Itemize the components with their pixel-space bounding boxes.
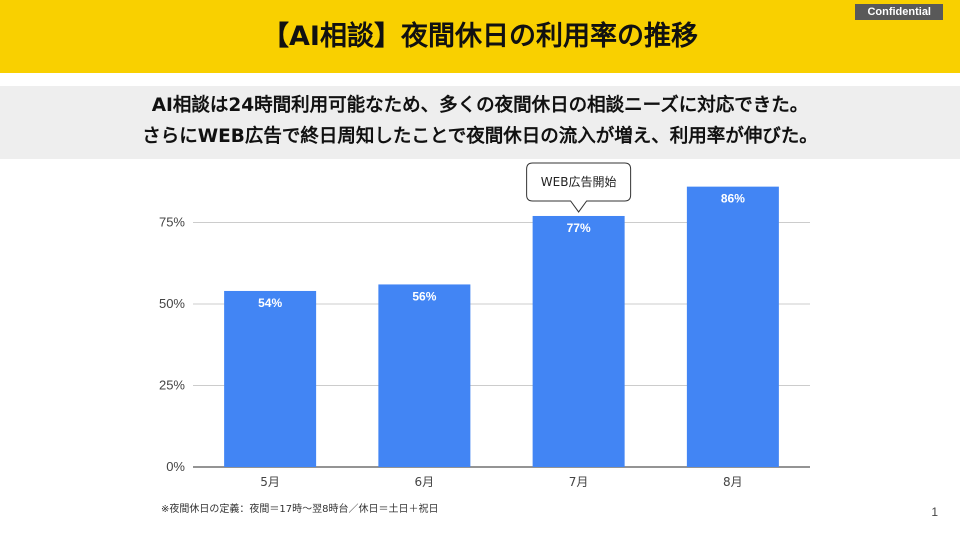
category-label: 5月 [260,475,280,489]
callout-bubble [526,162,632,213]
bar [378,284,471,467]
data-label: 86% [721,192,745,206]
y-tick-label: 25% [159,378,185,393]
data-label: 77% [567,221,591,235]
category-label: 6月 [415,475,435,489]
callout-label: WEB広告開始 [541,175,617,189]
page-number: 1 [931,505,938,519]
summary-band [0,86,960,159]
category-label: 8月 [723,475,743,489]
y-tick-label: 0% [166,459,185,474]
y-tick-label: 75% [159,215,185,230]
title-bar [0,0,960,73]
page-title: 【AI相談】夜間休日の利用率の推移 [262,21,698,52]
footnote: ※夜間休日の定義：夜間＝17時～翌8時台／休日＝土日＋祝日 [161,504,439,515]
summary-line-1: AI相談は24時間利用可能なため、多くの夜間休日の相談ニーズに対応できた。 [151,95,809,116]
bar [224,290,317,467]
category-label: 7月 [569,475,589,489]
bar [532,215,625,467]
confidential-badge: Confidential [855,4,943,20]
y-tick-label: 50% [159,296,185,311]
summary-text: AI相談は24時間利用可能なため、多くの夜間休日の相談ニーズに対応できた。 さら… [0,90,960,152]
summary-line-2: さらにWEB広告で終日周知したことで夜間休日の流入が増え、利用率が伸びた。 [142,126,818,147]
bar [686,186,779,467]
data-label: 54% [258,296,282,310]
data-label: 56% [412,289,436,303]
